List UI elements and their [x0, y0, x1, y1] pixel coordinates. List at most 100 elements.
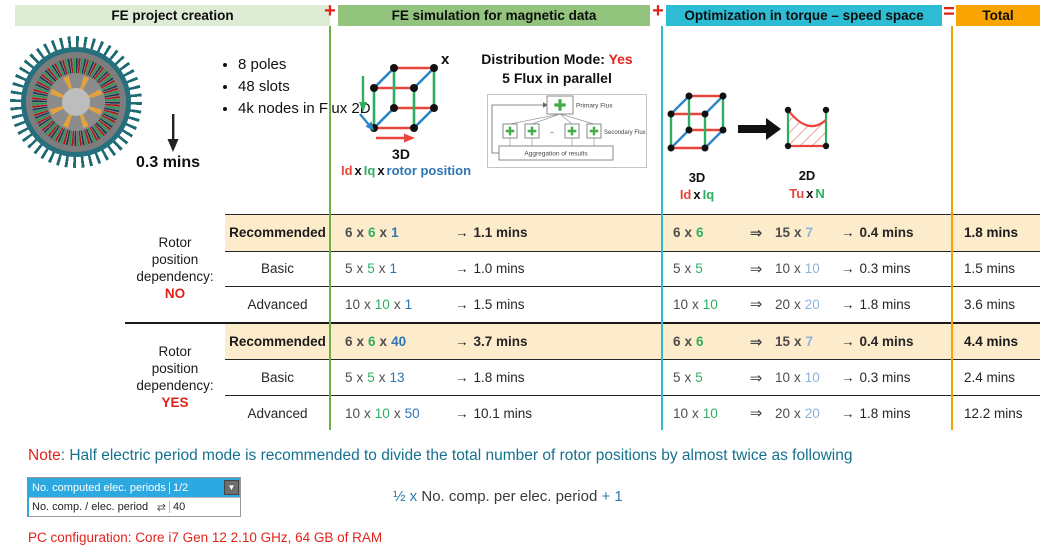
total-time: 2.4 mins	[964, 370, 1016, 386]
rotor-axis: rotor position	[386, 163, 472, 178]
map-2d-label: 2D	[798, 168, 816, 183]
dependency-flag: YES	[161, 395, 189, 411]
computed-periods-row: No. computed elec. periods 1/2 ▼	[29, 478, 240, 497]
tier-label: Advanced	[247, 405, 308, 421]
cube-3d-id-iq-rotor-icon	[359, 64, 438, 143]
arrow-icon: →	[841, 334, 855, 350]
implies-icon: ⇒	[749, 260, 763, 278]
id-axis: Id	[340, 163, 353, 178]
period-settings-widget: No. computed elec. periods 1/2 ▼ No. com…	[27, 477, 241, 517]
table-row-advanced: Advanced 10 x 10 x 50 → 10.1 mins 10 x 10 ⇒ 20 x…	[225, 394, 1040, 431]
spec-item: 8 poles	[238, 56, 371, 73]
computed-periods-label: No. computed elec. periods	[32, 481, 166, 494]
arrow-icon: →	[841, 370, 855, 386]
secondary-dash: –	[550, 129, 554, 136]
header-total: Total	[956, 5, 1040, 26]
spec-item: 48 slots	[238, 78, 371, 95]
plus-icon: +	[324, 0, 336, 22]
arrow-icon: →	[841, 405, 855, 421]
tier-label: Basic	[260, 261, 294, 277]
implies-icon: ⇒	[749, 296, 763, 314]
flux-distribution-diagram: Primary Flux – Secondary Flux Aggregatio…	[487, 94, 647, 168]
flux-parallel-line: 5 Flux in parallel	[502, 70, 612, 86]
distribution-mode-line: Distribution Mode: Yes	[481, 51, 633, 67]
sim-cell: 5 x 5 x 13 → 1.8 mins	[345, 370, 525, 386]
arrow-icon: →	[455, 225, 469, 241]
comp-per-period-label: No. comp. / elec. period ⇄	[32, 501, 166, 514]
section-divider-cyan	[661, 26, 663, 430]
plus-icon: +	[652, 0, 664, 22]
tier-label: Recommended	[229, 225, 326, 241]
comp-per-period-value[interactable]: 40	[169, 501, 240, 513]
motor-cross-section	[10, 36, 142, 168]
opt-cell: 10 x 10 ⇒ 20 x 20 → 1.8 mins	[673, 296, 911, 314]
opt-cell: 10 x 10 ⇒ 20 x 20 → 1.8 mins	[673, 405, 911, 423]
secondary-flux-label: Secondary Flux	[604, 130, 646, 136]
table-group-yes: Rotor position dependency: YES Recommend…	[125, 321, 1040, 431]
table-group-no: Rotor position dependency: NO Recommende…	[125, 214, 1040, 322]
primary-flux-label: Primary Flux	[576, 103, 613, 110]
note-text: Note: Half electric period mode is recom…	[28, 447, 853, 464]
aggregation-label: Aggregation of results	[524, 151, 588, 158]
comp-per-period-row: No. comp. / elec. period ⇄ 40	[29, 497, 240, 516]
opt-axes-label: Id x Iq	[679, 187, 715, 202]
sim-cell: 6 x 6 x 40 → 3.7 mins	[345, 334, 528, 350]
group-label: Rotor position dependency: YES	[136, 344, 214, 411]
computed-periods-value[interactable]: 1/2	[169, 481, 224, 494]
project-creation-time: 0.3 mins	[136, 154, 201, 171]
dropdown-arrow-icon[interactable]: ▼	[224, 480, 239, 495]
distribution-mode-value: Yes	[608, 51, 633, 67]
tier-label: Recommended	[229, 334, 326, 350]
sim-cell: 10 x 10 x 50 → 10.1 mins	[345, 405, 533, 421]
equals-icon: =	[943, 1, 955, 23]
half-period-formula: ½ x No. comp. per elec. period + 1	[393, 488, 623, 505]
pc-configuration: PC configuration: Core i7 Gen 12 2.10 GH…	[28, 530, 383, 545]
total-time: 1.5 mins	[964, 261, 1016, 277]
arrow-icon: →	[455, 296, 469, 312]
cube-3d-id-iq-icon	[667, 92, 727, 152]
header-optimization: Optimization in torque – speed space	[666, 5, 942, 26]
secondary-flux-boxes	[502, 123, 602, 139]
arrow-icon: →	[455, 370, 469, 386]
map-axes-label: Tu x N	[789, 186, 825, 201]
machine-spec-list: 8 poles 48 slots 4k nodes in Flux 2D	[238, 56, 371, 122]
header-project-creation: FE project creation	[15, 5, 330, 26]
down-arrow-icon	[167, 114, 179, 152]
aggregation-box	[498, 145, 614, 161]
total-time: 12.2 mins	[964, 405, 1023, 421]
arrow-icon: →	[841, 225, 855, 241]
linked-parameter-icon: ⇄	[156, 501, 166, 514]
implies-icon: ⇒	[749, 369, 763, 387]
tier-label: Advanced	[247, 296, 308, 312]
dependency-flag: NO	[164, 285, 186, 301]
arrow-icon: →	[455, 261, 469, 277]
implies-icon: ⇒	[749, 405, 763, 423]
timing-table: Rotor position dependency: NO Recommende…	[125, 214, 1040, 431]
section-divider-orange	[951, 26, 953, 430]
iq-axis: Iq	[363, 163, 376, 178]
table-row-advanced: Advanced 10 x 10 x 1 → 1.5 mins 10 x 10 ⇒ 20 x 20…	[225, 286, 1040, 322]
arrow-icon: →	[455, 405, 469, 421]
group-label: Rotor position dependency: NO	[136, 234, 214, 301]
implies-icon: ⇒	[749, 224, 763, 242]
sim-cell: 10 x 10 x 1 → 1.5 mins	[345, 296, 525, 312]
total-time: 4.4 mins	[964, 334, 1019, 350]
arrow-icon: →	[841, 261, 855, 277]
sim-axes-label: Id x Iq x rotor position	[340, 163, 472, 178]
opt-cube-label: 3D	[688, 170, 706, 185]
spec-item: 4k nodes in Flux 2D	[238, 100, 371, 117]
total-time: 3.6 mins	[964, 296, 1016, 312]
motor-shaft	[62, 88, 90, 116]
transform-arrow-icon	[738, 118, 781, 140]
